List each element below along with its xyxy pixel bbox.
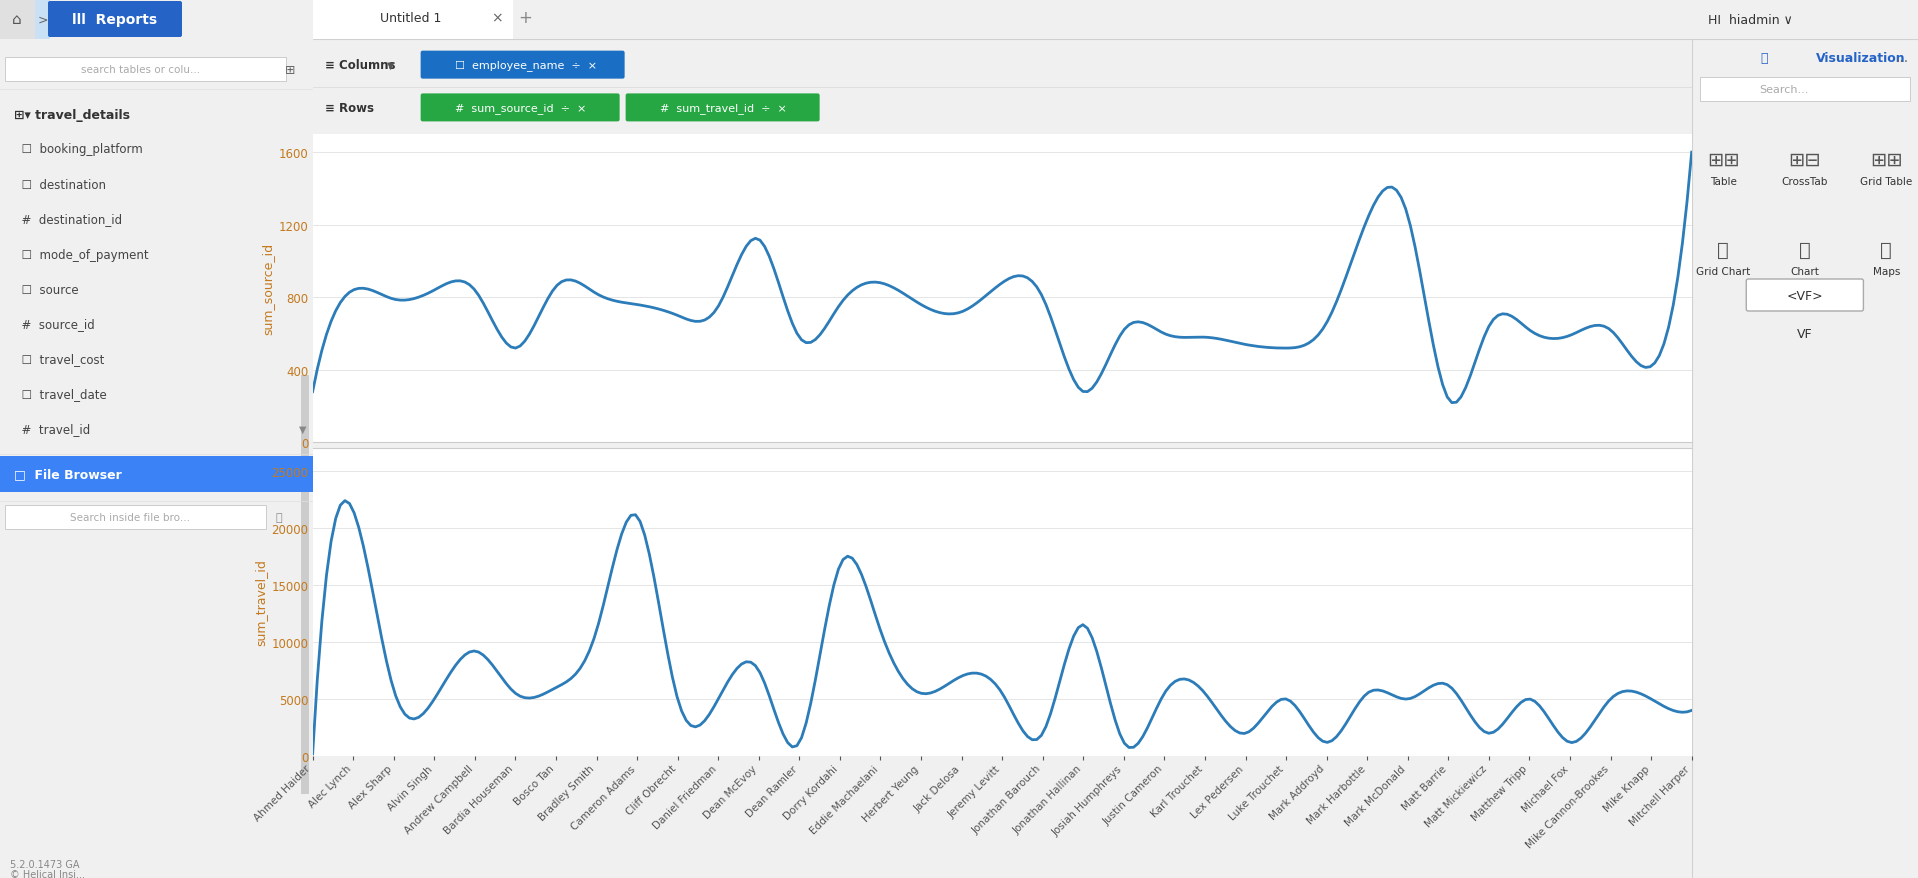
Text: HI  hiadmin ∨: HI hiadmin ∨ [1707, 13, 1793, 26]
Text: #  destination_id: # destination_id [13, 213, 123, 227]
Text: >: > [38, 13, 48, 26]
Text: Grid Chart: Grid Chart [1696, 267, 1751, 277]
Text: ☐  booking_platform: ☐ booking_platform [13, 143, 142, 156]
Text: ⊞▾ travel_details: ⊞▾ travel_details [13, 108, 130, 121]
FancyBboxPatch shape [420, 94, 620, 122]
FancyBboxPatch shape [420, 52, 625, 80]
Bar [313, 0, 512, 40]
Text: ...: ... [1895, 51, 1908, 65]
Text: Maps: Maps [1872, 267, 1901, 277]
FancyBboxPatch shape [1745, 280, 1864, 312]
Text: ☐  source: ☐ source [13, 284, 79, 296]
Text: 🔍: 🔍 [276, 513, 282, 522]
Bar [35, 0, 50, 40]
Text: <VF>: <VF> [1786, 289, 1824, 302]
Bar [1699, 78, 1910, 102]
Text: ▼: ▼ [625, 452, 633, 462]
FancyBboxPatch shape [48, 2, 182, 38]
Y-axis label: sum_travel_id: sum_travel_id [255, 558, 267, 645]
Text: ≡ Columns: ≡ Columns [324, 59, 395, 72]
Bar [0, 0, 35, 40]
Text: #  travel_id: # travel_id [13, 423, 90, 436]
Text: 📊: 📊 [1761, 52, 1768, 64]
Bar [6, 506, 265, 529]
Text: Grid Table: Grid Table [1860, 176, 1912, 187]
Text: ▼: ▼ [387, 61, 395, 70]
Text: ⊞⊟: ⊞⊟ [1788, 150, 1822, 169]
Text: ☐  destination: ☐ destination [13, 178, 105, 191]
Text: Visualization: Visualization [1816, 52, 1906, 64]
Text: CrossTab: CrossTab [1782, 176, 1828, 187]
Text: Chart: Chart [1789, 267, 1820, 277]
Text: ☐  travel_date: ☐ travel_date [13, 388, 107, 401]
Text: ⊞: ⊞ [286, 63, 295, 76]
Text: +: + [518, 9, 531, 27]
Text: ≡ Rows: ≡ Rows [324, 102, 374, 115]
Text: #  sum_source_id  ÷  ×: # sum_source_id ÷ × [455, 103, 587, 114]
Y-axis label: sum_source_id: sum_source_id [261, 243, 274, 335]
Text: □  File Browser: □ File Browser [13, 468, 121, 481]
Text: #  source_id: # source_id [13, 318, 94, 331]
Bar [0, 457, 313, 493]
Text: lll  Reports: lll Reports [73, 13, 157, 27]
Text: Untitled 1: Untitled 1 [380, 11, 441, 25]
Text: Search...: Search... [1759, 85, 1809, 95]
Text: ⌂: ⌂ [12, 12, 21, 27]
Text: ☐  employee_name  ÷  ×: ☐ employee_name ÷ × [455, 60, 596, 71]
Text: #  sum_travel_id  ÷  ×: # sum_travel_id ÷ × [660, 103, 786, 114]
Text: 📊: 📊 [1717, 241, 1730, 259]
Text: ⊞⊞: ⊞⊞ [1870, 150, 1903, 169]
Text: ⊞⊞: ⊞⊞ [1707, 150, 1740, 169]
Bar [6, 58, 286, 82]
Text: ×: × [491, 11, 503, 25]
Text: Search inside file bro...: Search inside file bro... [71, 513, 190, 522]
Text: 5.2.0.1473 GA: 5.2.0.1473 GA [10, 859, 79, 869]
Text: search tables or colu...: search tables or colu... [81, 65, 199, 75]
Text: ☐  mode_of_payment: ☐ mode_of_payment [13, 248, 150, 261]
Bar [301, 375, 309, 795]
Text: ☐  travel_cost: ☐ travel_cost [13, 353, 104, 366]
Text: 🗺: 🗺 [1880, 241, 1893, 259]
Text: © Helical Insi...: © Helical Insi... [10, 869, 84, 878]
Text: VF: VF [1797, 328, 1813, 342]
Text: 📈: 📈 [1799, 241, 1811, 259]
FancyBboxPatch shape [625, 94, 819, 122]
Text: Table: Table [1711, 176, 1738, 187]
Text: ▼: ▼ [299, 425, 307, 435]
